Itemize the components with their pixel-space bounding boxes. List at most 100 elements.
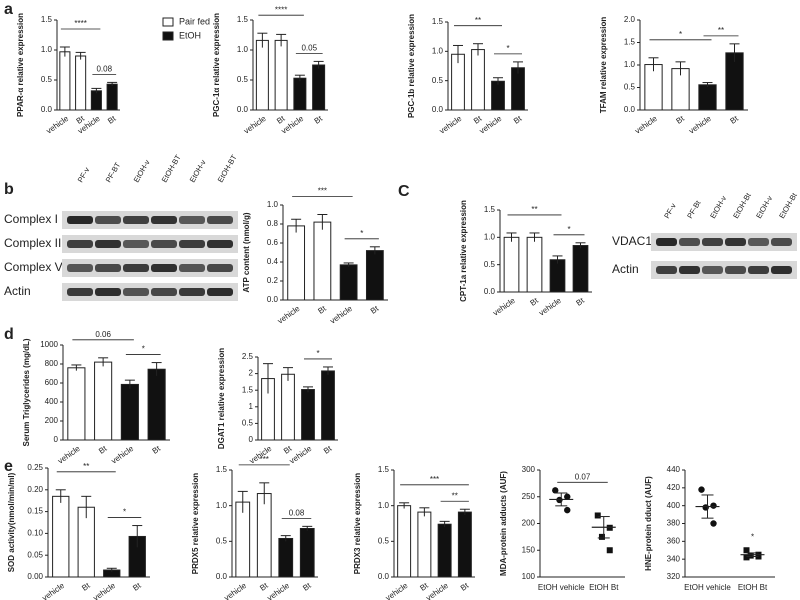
data-point <box>564 493 571 500</box>
blot-band <box>725 238 746 246</box>
x-tick-label: vehicle <box>478 114 504 136</box>
error-bar <box>259 482 270 505</box>
bar <box>59 51 71 111</box>
blot-row-label: Complex V <box>4 260 63 274</box>
data-point <box>747 552 754 559</box>
y-tick-label: 400 <box>45 397 59 406</box>
y-tick-label: 1.0 <box>216 501 228 510</box>
y-tick-label: 1.5 <box>216 465 228 474</box>
bar <box>256 493 272 578</box>
legend-label: EtOH <box>179 30 201 40</box>
y-tick-label: 0 <box>54 435 59 444</box>
y-tick-label: 0.6 <box>267 238 279 247</box>
error-bar <box>675 61 686 76</box>
significance-label: * <box>751 532 754 541</box>
x-tick-label: vehicle <box>633 114 659 136</box>
x-tick-label: vehicle <box>384 581 410 600</box>
bar <box>287 225 306 301</box>
blot-background <box>651 233 797 251</box>
y-tick-label: 2.0 <box>624 15 636 24</box>
blot-band <box>123 240 149 248</box>
error-bar <box>237 490 248 513</box>
bar <box>397 505 412 578</box>
blot-band <box>123 264 149 272</box>
error-bar <box>302 525 313 531</box>
significance-label: *** <box>260 455 269 464</box>
y-tick-label: 420 <box>667 483 681 492</box>
y-tick-label: 0.5 <box>242 419 254 428</box>
error-bar <box>701 494 714 519</box>
significance-label: * <box>679 30 682 39</box>
bar <box>299 527 315 578</box>
x-tick-label: EtOH Bt <box>589 583 619 592</box>
bar <box>572 245 589 293</box>
error-bar <box>283 367 293 381</box>
blot-background <box>62 259 238 277</box>
y-tick-label: 1.0 <box>237 45 249 54</box>
y-tick-label: 1.0 <box>41 45 53 54</box>
x-tick-label: Bt <box>575 296 587 308</box>
blot-band <box>95 240 121 248</box>
blot-row-label: Complex I <box>4 212 58 226</box>
error-bar <box>106 567 117 572</box>
significance-label: **** <box>275 5 287 14</box>
bar <box>106 83 118 111</box>
data-point <box>698 486 705 493</box>
error-bar <box>506 232 517 242</box>
x-tick-label: vehicle <box>687 114 713 136</box>
y-tick-label: 1000 <box>40 340 58 349</box>
y-tick-label: 1.5 <box>237 15 249 24</box>
blot-band <box>207 240 233 248</box>
y-tick-label: 0.10 <box>27 529 43 538</box>
y-tick-label: 1.5 <box>41 15 53 24</box>
significance-label: * <box>506 44 509 53</box>
data-point <box>710 502 717 509</box>
significance-label: * <box>142 345 145 354</box>
y-tick-label: 0.0 <box>41 105 53 114</box>
x-tick-label: Bt <box>729 114 741 126</box>
x-tick-label: vehicle <box>242 114 268 136</box>
data-point <box>564 506 571 514</box>
data-point <box>552 487 559 494</box>
x-tick-label: Bt <box>131 581 143 593</box>
x-tick-label: vehicle <box>45 114 71 136</box>
y-tick-label: 0.5 <box>378 536 390 545</box>
bar <box>365 250 384 301</box>
bar <box>278 537 294 578</box>
significance-label: 0.08 <box>289 508 305 517</box>
blot-band <box>95 288 121 296</box>
y-axis-label: HNE-protein dduct (AUF) <box>644 476 653 571</box>
y-axis-label: SOD activity(nmol/min/ml) <box>7 472 16 572</box>
bar <box>75 55 87 111</box>
blot-band <box>725 266 746 274</box>
y-tick-label: 200 <box>522 519 536 528</box>
lane-label: PF-v <box>662 202 678 220</box>
blot-row-label: VDAC1 <box>612 234 652 248</box>
blot-row-label: Actin <box>4 284 31 298</box>
blot-band <box>179 264 205 272</box>
significance-label: * <box>316 349 319 358</box>
error-bar <box>71 364 82 371</box>
legend-label: Pair fed <box>179 16 210 26</box>
lane-label: EtOH-v <box>754 194 774 220</box>
legend-swatch <box>162 17 174 27</box>
y-tick-label: 1.0 <box>267 200 279 209</box>
blot-band <box>95 264 121 272</box>
y-tick-label: 320 <box>667 572 681 581</box>
error-bar <box>294 74 305 82</box>
y-tick-label: 400 <box>667 501 681 510</box>
blot-band <box>151 240 177 248</box>
y-axis-label: PRDX5 relative expression <box>191 473 200 574</box>
blot-band <box>123 288 149 296</box>
blot-band <box>179 216 205 224</box>
error-bar <box>419 507 430 517</box>
data-point <box>598 533 605 540</box>
blot-band <box>679 238 700 246</box>
error-bar <box>702 82 713 88</box>
x-tick-label: Bt <box>459 581 471 593</box>
panel-letter: d <box>4 326 14 343</box>
y-axis-label: MDA-protein adducts (AUF) <box>499 471 508 576</box>
bar <box>94 361 113 441</box>
panel-letter: a <box>4 1 13 18</box>
